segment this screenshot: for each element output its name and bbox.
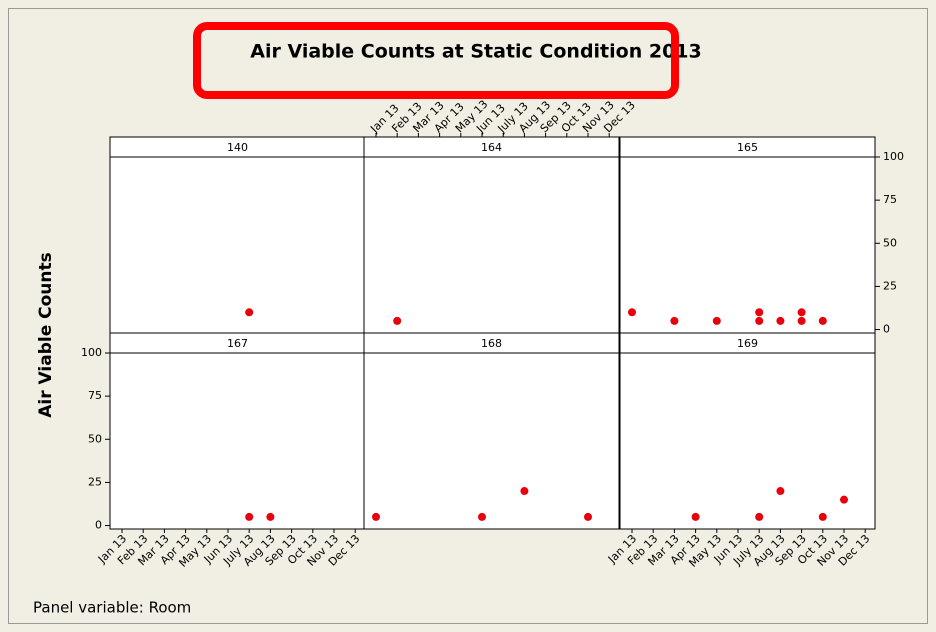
panel-plot (363, 156, 620, 334)
y-tick-label: 50 (883, 236, 897, 249)
data-point (245, 512, 254, 521)
panel-header (619, 332, 876, 354)
data-point (797, 308, 806, 317)
y-tick-label: 50 (88, 432, 102, 445)
panel-label: 169 (737, 337, 758, 350)
data-point (478, 512, 486, 521)
y-tick-label: 75 (883, 193, 897, 206)
panel-label: 140 (227, 141, 248, 154)
data-point (393, 316, 402, 325)
panel-header (619, 136, 876, 158)
y-tick-label: 100 (883, 150, 904, 163)
y-tick-label: 100 (81, 346, 102, 359)
panel-label: 165 (737, 141, 758, 154)
data-point (776, 487, 785, 496)
data-point (755, 316, 764, 325)
y-tick-label: 0 (883, 323, 890, 336)
panel-header (363, 332, 620, 354)
data-point (670, 316, 679, 325)
data-point (797, 316, 806, 325)
data-point (584, 512, 592, 521)
data-point (266, 512, 275, 521)
footnote: Panel variable: Room (33, 599, 191, 617)
data-point (818, 512, 827, 521)
y-tick-label: 75 (88, 389, 102, 402)
y-tick-label: 25 (883, 279, 897, 292)
chart-title: Air Viable Counts at Static Condition 20… (250, 41, 701, 63)
highlight-box (193, 22, 679, 99)
data-point (840, 495, 848, 504)
data-point (818, 316, 827, 325)
data-point (712, 316, 721, 325)
data-point (628, 308, 636, 317)
data-point (755, 308, 764, 317)
data-point (776, 316, 785, 325)
y-tick-label: 0 (95, 519, 102, 532)
panel-plot (109, 156, 366, 334)
panel-label: 167 (227, 337, 248, 350)
data-point (755, 512, 764, 521)
data-point (691, 512, 700, 521)
data-point (372, 512, 380, 521)
panel-plot (109, 352, 366, 530)
y-tick-label: 25 (88, 475, 102, 488)
panel-label: 164 (481, 141, 502, 154)
panel-plot (363, 352, 620, 530)
panel-plot (619, 352, 876, 530)
data-point (520, 487, 529, 496)
panel-plot (619, 156, 876, 334)
panel-label: 168 (481, 337, 502, 350)
data-point (245, 308, 254, 317)
frame (8, 8, 928, 624)
y-axis-label: Air Viable Counts (36, 252, 56, 418)
panel-header (363, 136, 620, 158)
